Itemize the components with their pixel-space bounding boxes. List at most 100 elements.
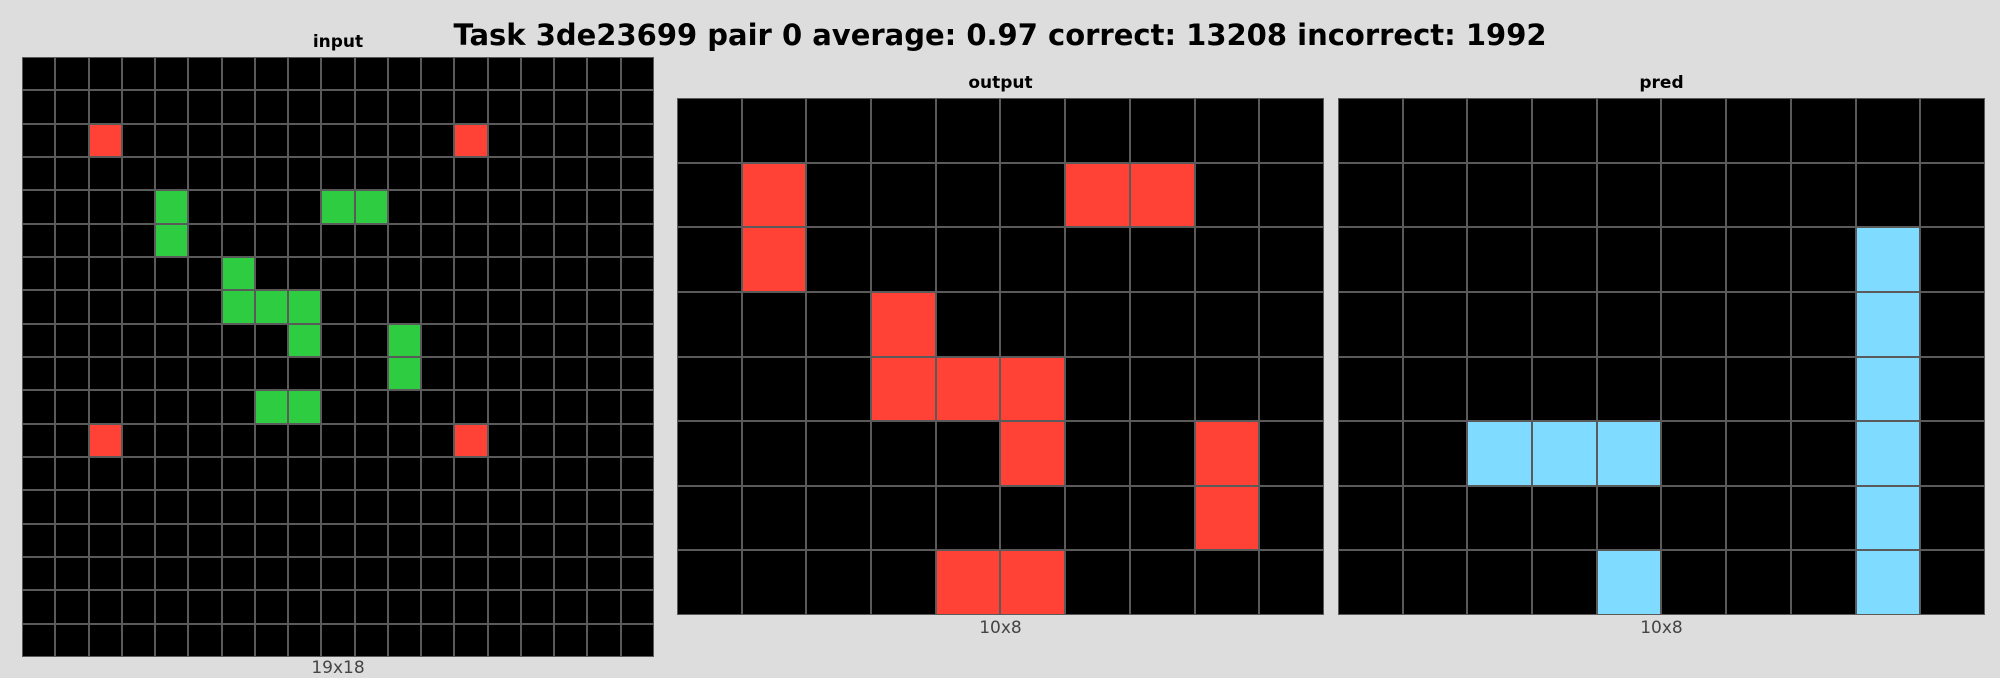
grid-cell [587, 290, 621, 324]
grid-cell [221, 223, 255, 257]
grid-cell [1129, 356, 1195, 422]
grid-cell [155, 123, 189, 157]
grid-cell [1259, 291, 1324, 357]
grid-cell [387, 223, 422, 257]
grid-cell [354, 423, 388, 457]
grid-cell [354, 356, 388, 391]
grid-cell [587, 623, 621, 657]
grid-cell [554, 456, 588, 491]
grid-cell [554, 223, 588, 257]
grid-cell [520, 423, 555, 457]
grid-cell [1065, 485, 1130, 551]
grid-cell [288, 156, 322, 191]
grid-cell [254, 190, 289, 224]
grid-cell [587, 190, 621, 224]
grid-cell [587, 90, 621, 124]
grid-cell [487, 290, 521, 324]
grid-cell [520, 323, 555, 357]
grid-cell [421, 256, 455, 291]
grid-cell [620, 290, 654, 324]
grid-cell [354, 490, 388, 524]
grid-cell [188, 456, 222, 491]
grid-cell [22, 590, 56, 624]
grid-cell [487, 556, 521, 591]
grid-cell [520, 590, 555, 624]
grid-cell [188, 523, 222, 557]
grid-cell [254, 590, 289, 624]
grid-cell [1402, 550, 1468, 615]
grid-cell [554, 156, 588, 191]
grid-cell [1661, 98, 1727, 163]
grid-cell [554, 123, 588, 157]
grid-cell [254, 290, 289, 324]
grid-cell [1726, 227, 1791, 292]
grid-cell [520, 290, 555, 324]
grid-cell [321, 57, 355, 91]
grid-cell [421, 323, 455, 357]
grid-cell [454, 590, 488, 624]
grid-cell [288, 356, 322, 391]
grid-cell [935, 227, 1001, 292]
grid-cell [520, 490, 555, 524]
grid-cell [1338, 98, 1403, 163]
grid-cell [454, 223, 488, 257]
grid-cell [520, 156, 555, 191]
grid-cell [321, 523, 355, 557]
grid-cell [221, 623, 255, 657]
grid-cell [520, 390, 555, 424]
grid-cell [188, 123, 222, 157]
grid-cell [1532, 485, 1597, 551]
grid-cell [487, 423, 521, 457]
grid-cell [88, 57, 122, 91]
grid-cell [121, 390, 156, 424]
grid-cell [1532, 356, 1597, 422]
grid-cell [155, 190, 189, 224]
grid-cell [935, 550, 1001, 615]
grid-cell [620, 490, 654, 524]
grid-cell [421, 190, 455, 224]
grid-cell [121, 490, 156, 524]
grid-cell [1000, 550, 1066, 615]
grid-cell [1467, 291, 1533, 357]
grid-cell [121, 423, 156, 457]
grid-cell [221, 456, 255, 491]
grid-cell [454, 57, 488, 91]
pred-grid [1338, 98, 1985, 615]
grid-cell [354, 190, 388, 224]
grid-cell [221, 390, 255, 424]
grid-cell [221, 156, 255, 191]
grid-cell [871, 421, 936, 486]
grid-cell [254, 256, 289, 291]
grid-cell [1920, 485, 1985, 551]
grid-cell [55, 590, 89, 624]
grid-cell [1402, 356, 1468, 422]
grid-cell [354, 290, 388, 324]
grid-cell [188, 356, 222, 391]
grid-cell [387, 323, 422, 357]
grid-cell [1790, 162, 1856, 228]
grid-cell [487, 256, 521, 291]
grid-cell [1596, 98, 1662, 163]
grid-cell [121, 223, 156, 257]
grid-cell [288, 290, 322, 324]
grid-cell [22, 57, 56, 91]
grid-cell [22, 156, 56, 191]
grid-cell [554, 90, 588, 124]
grid-cell [321, 190, 355, 224]
grid-cell [1726, 291, 1791, 357]
grid-cell [155, 456, 189, 491]
grid-cell [155, 156, 189, 191]
grid-cell [935, 356, 1001, 422]
grid-cell [1467, 227, 1533, 292]
grid-cell [454, 256, 488, 291]
grid-cell [221, 356, 255, 391]
grid-cell [677, 485, 742, 551]
grid-cell [254, 356, 289, 391]
grid-cell [1855, 98, 1921, 163]
grid-cell [188, 90, 222, 124]
grid-cell [520, 190, 555, 224]
grid-cell [55, 390, 89, 424]
grid-cell [741, 291, 807, 357]
grid-cell [1532, 421, 1597, 486]
grid-cell [354, 523, 388, 557]
